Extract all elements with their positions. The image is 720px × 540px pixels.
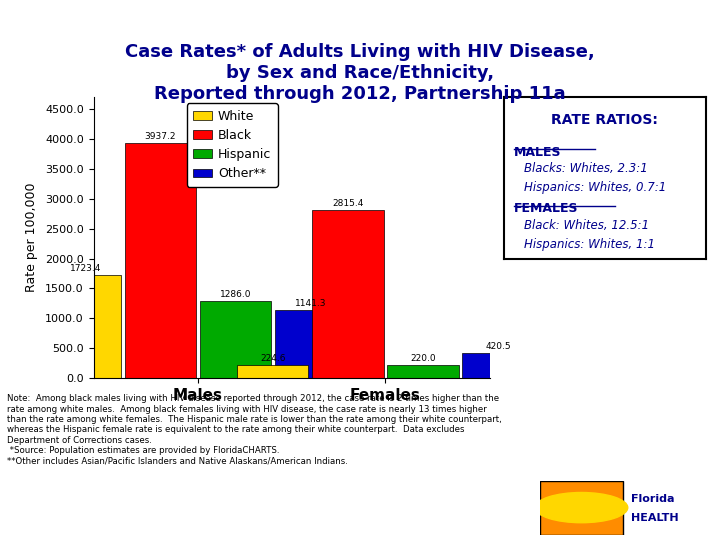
Legend: White, Black, Hispanic, Other**: White, Black, Hispanic, Other** — [186, 104, 278, 187]
Bar — [312, 210, 384, 378]
Text: FEMALES: FEMALES — [514, 202, 579, 215]
Bar — [462, 353, 534, 378]
Bar — [50, 275, 121, 378]
Bar — [387, 365, 459, 378]
Text: 220.0: 220.0 — [410, 354, 436, 363]
Bar — [125, 143, 196, 378]
Text: 1286.0: 1286.0 — [220, 291, 251, 299]
Bar — [275, 310, 346, 378]
Circle shape — [535, 492, 628, 523]
Text: RATE RATIOS:: RATE RATIOS: — [552, 113, 658, 127]
Text: 224.6: 224.6 — [260, 354, 286, 363]
Text: MALES: MALES — [514, 146, 562, 159]
Text: Note:  Among black males living with HIV disease reported through 2012, the case: Note: Among black males living with HIV … — [7, 394, 502, 465]
Text: Case Rates* of Adults Living with HIV Disease,
by Sex and Race/Ethnicity,
Report: Case Rates* of Adults Living with HIV Di… — [125, 43, 595, 103]
FancyBboxPatch shape — [540, 481, 623, 535]
Y-axis label: Rate per 100,000: Rate per 100,000 — [25, 183, 38, 292]
Text: Black: Whites, 12.5:1: Black: Whites, 12.5:1 — [524, 219, 649, 232]
Text: 1723.4: 1723.4 — [70, 264, 101, 273]
Text: 3937.2: 3937.2 — [145, 132, 176, 141]
Text: Florida: Florida — [631, 495, 675, 504]
Text: HEALTH: HEALTH — [631, 514, 679, 523]
Text: Hispanics: Whites, 0.7:1: Hispanics: Whites, 0.7:1 — [524, 181, 667, 194]
Text: 1141.3: 1141.3 — [294, 299, 326, 308]
Text: Hispanics: Whites, 1:1: Hispanics: Whites, 1:1 — [524, 238, 655, 251]
Text: Blacks: Whites, 2.3:1: Blacks: Whites, 2.3:1 — [524, 162, 648, 175]
Bar — [237, 364, 308, 378]
Text: 420.5: 420.5 — [485, 342, 510, 351]
Circle shape — [540, 494, 623, 521]
Bar — [199, 301, 271, 378]
Text: 2815.4: 2815.4 — [332, 199, 364, 208]
